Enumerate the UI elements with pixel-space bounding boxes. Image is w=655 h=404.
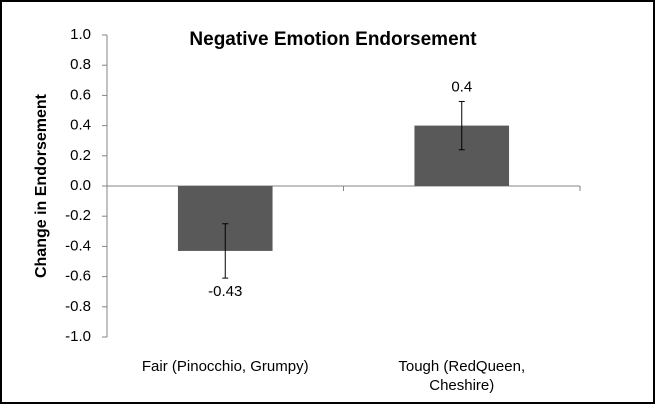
y-tick-label: 0.0 xyxy=(70,177,91,194)
y-tick-label: -0.6 xyxy=(65,268,91,285)
y-tick-label: 0.4 xyxy=(70,117,91,134)
x-tick-label: Tough (RedQueen, Cheshire) xyxy=(398,358,526,394)
y-tick-label: -1.0 xyxy=(65,328,91,345)
y-tick-label: -0.2 xyxy=(65,207,91,224)
y-tick-label: 1.0 xyxy=(70,26,91,43)
y-tick-label: 0.8 xyxy=(70,56,91,73)
y-axis-label: Change in Endorsement xyxy=(33,93,50,278)
y-tick-label: 0.6 xyxy=(70,86,91,103)
data-label: -0.43 xyxy=(208,283,242,300)
y-tick-label: -0.4 xyxy=(65,237,91,254)
data-label: 0.4 xyxy=(451,78,472,95)
y-tick-label: 0.2 xyxy=(70,147,91,164)
chart-title: Negative Emotion Endorsement xyxy=(189,29,477,50)
y-tick-label: -0.8 xyxy=(65,298,91,315)
x-tick-label: Fair (Pinocchio, Grumpy) xyxy=(141,358,309,375)
